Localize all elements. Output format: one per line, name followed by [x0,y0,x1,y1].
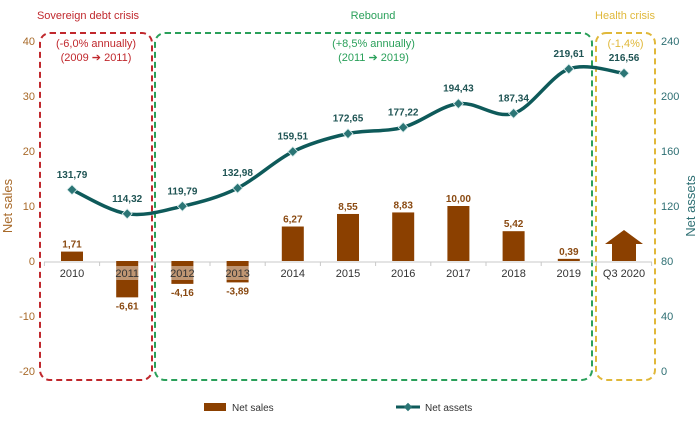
line-data-label: 172,65 [333,114,364,125]
line-data-label: 194,43 [443,84,474,95]
legend-swatch-net-sales [204,403,226,411]
up-arrow-icon [605,230,643,261]
bar-net-sales [502,231,525,261]
line-point-marker [232,182,244,194]
period-rate: (-1,4%) [607,38,643,50]
y-left-tick-label: -20 [19,366,35,378]
line-data-label: 219,61 [554,49,585,60]
bar-data-label: -3,89 [226,286,249,297]
x-tick-label: 2011 [115,268,139,280]
line-point-marker [618,67,630,79]
period-rate: (+8,5% annually) [332,38,415,50]
x-tick-label: 2015 [336,268,360,280]
x-tick-label: 2016 [391,268,415,280]
bar-net-sales [392,212,415,261]
y-right-tick-label: 120 [661,201,679,213]
bar-data-label: 6,27 [283,215,303,226]
line-data-label: 177,22 [388,107,419,118]
y-left-tick-label: -10 [19,311,35,323]
line-data-label: 187,34 [498,93,529,104]
x-tick-label: 2013 [225,268,249,280]
line-point-marker [66,184,78,196]
line-data-label: 114,32 [112,194,142,205]
bar-data-label: -6,61 [116,301,139,312]
y-right-tick-label: 0 [661,366,667,378]
y-right-tick-label: 40 [661,311,673,323]
line-point-marker [121,208,133,220]
y-left-tick-label: 10 [23,201,35,213]
bar-net-sales [226,261,249,283]
bar-data-label: -4,16 [171,288,194,299]
y-left-axis-title: Net sales [0,178,15,233]
legend-marker-net-assets [403,402,413,412]
line-data-label: 159,51 [278,132,309,143]
period-title: Health crisis [595,10,655,22]
legend-label-net-assets: Net assets [425,403,472,414]
line-point-marker [342,128,354,140]
x-tick-label: 2019 [557,268,581,280]
x-tick-label: Q3 2020 [603,268,645,280]
period-years: (2011 ➔ 2019) [338,52,409,64]
bar-net-sales [61,251,83,261]
x-tick-label: 2010 [60,268,84,280]
period-title: Rebound [351,10,396,22]
y-right-tick-label: 160 [661,146,679,158]
y-right-tick-label: 240 [661,36,679,48]
x-tick-label: 2014 [281,268,305,280]
x-tick-label: 2018 [501,268,525,280]
line-point-marker [397,121,409,133]
bar-data-label: 8,55 [338,202,358,213]
line-point-marker [563,63,575,75]
bar-data-label: 5,42 [504,219,524,230]
y-left-tick-label: 20 [23,146,35,158]
bar-net-sales [447,206,470,261]
line-point-marker [508,107,520,119]
period-box [595,32,656,381]
category-label-backdrop [116,266,139,280]
category-label-backdrop [171,266,194,280]
bar-net-sales [171,261,194,284]
x-tick-label: 2017 [446,268,470,280]
y-left-tick-label: 0 [29,256,35,268]
period-box [154,32,593,381]
line-data-label: 132,98 [222,168,253,179]
bar-data-label: 10,00 [446,194,471,205]
line-point-marker [287,146,299,158]
y-right-axis-title: Net assets [683,175,698,237]
bar-net-sales [116,261,139,298]
line-data-label: 131,79 [57,170,88,181]
legend-label-net-sales: Net sales [232,403,274,414]
y-right-tick-label: 200 [661,91,679,103]
period-years: (2009 ➔ 2011) [61,52,132,64]
x-tick-label: 2012 [170,268,194,280]
bar-data-label: 0,39 [559,247,579,258]
bar-net-sales [337,213,359,261]
line-point-marker [452,98,464,110]
period-box [39,32,153,381]
bar-net-sales [557,258,580,261]
period-title: Sovereign debt crisis [37,10,140,22]
bar-net-sales [281,226,304,261]
y-right-tick-label: 80 [661,256,673,268]
category-label-backdrop [226,266,249,280]
bar-data-label: 1,71 [62,240,82,251]
line-point-marker [176,200,188,212]
y-left-tick-label: 30 [23,91,35,103]
bar-data-label: 8,83 [393,200,413,211]
y-left-tick-label: 40 [23,36,35,48]
line-data-label: 216,56 [609,53,640,64]
period-rate: (-6,0% annually) [56,38,136,50]
line-data-label: 119,79 [167,186,197,197]
